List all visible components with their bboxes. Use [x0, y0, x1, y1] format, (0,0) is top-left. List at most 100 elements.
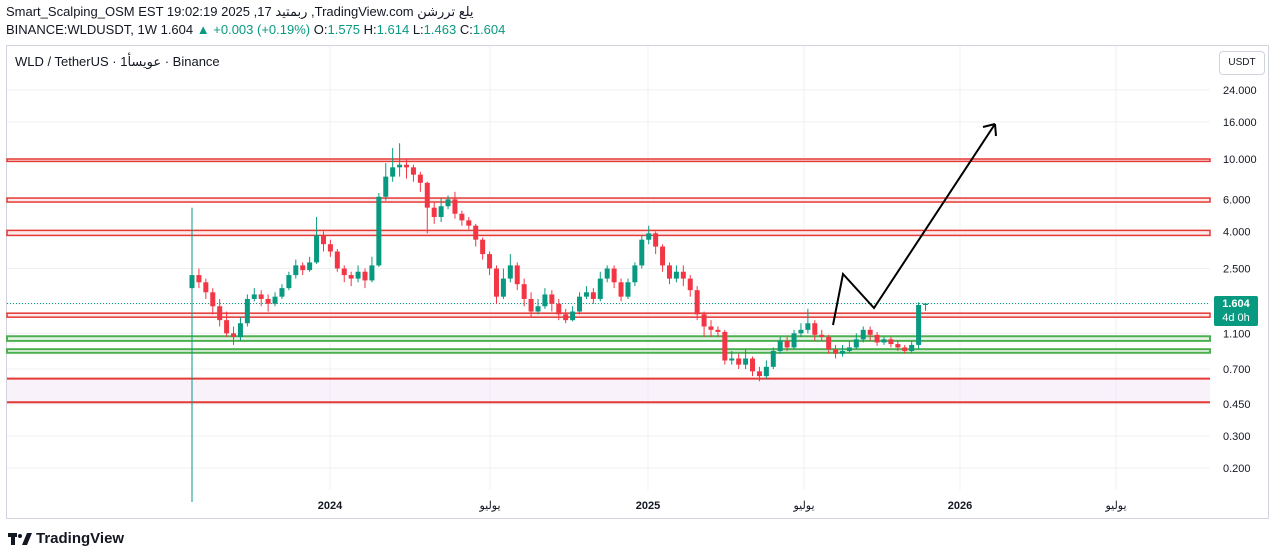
candle-body: [860, 329, 866, 340]
candle: [763, 360, 769, 379]
candle-body: [258, 294, 264, 299]
publisher-line: Smart_Scalping_OSM EST 19:02:19 2025 ,17…: [6, 4, 474, 19]
brand-name: TradingView: [36, 530, 125, 547]
candle: [334, 249, 340, 272]
candle: [279, 284, 285, 299]
candle: [743, 349, 749, 370]
candle-body: [833, 349, 839, 354]
candle-body: [853, 339, 859, 348]
candle: [895, 340, 901, 351]
candle: [839, 344, 845, 357]
candle-body: [770, 350, 776, 367]
candle: [376, 193, 382, 267]
candle-body: [362, 271, 368, 281]
y-tick-label: 1.100: [1223, 328, 1251, 340]
candle-body: [805, 323, 811, 330]
candle: [805, 308, 811, 334]
y-tick-label: 16.000: [1223, 117, 1257, 129]
candle: [784, 337, 790, 351]
candle-body: [286, 275, 292, 289]
low-value: 1.463: [423, 22, 457, 37]
candle-body: [231, 333, 237, 338]
candle: [756, 366, 762, 382]
candle: [750, 356, 756, 377]
y-tick-label: 6.000: [1223, 194, 1251, 206]
candle-body: [210, 292, 216, 307]
resistance-band: [6, 158, 1211, 163]
candle-body: [445, 199, 451, 207]
candle-body: [923, 303, 929, 305]
candle-body: [272, 296, 278, 304]
candle-body: [224, 320, 230, 334]
candle-body: [424, 182, 430, 208]
tradingview-logo-icon: [8, 532, 32, 545]
candle-body: [611, 268, 617, 283]
candle-body: [666, 265, 672, 279]
candle-body: [563, 314, 569, 321]
candle: [542, 288, 548, 309]
candle: [570, 306, 576, 322]
candle: [923, 303, 929, 311]
candle-body: [743, 358, 749, 365]
bar-countdown: 4d 0h: [1222, 312, 1250, 324]
symbol-label: BINANCE:WLDUSDT, 1W: [6, 22, 157, 37]
support-band: [6, 348, 1211, 354]
candle: [466, 216, 472, 230]
tradingview-logo[interactable]: TradingView: [8, 530, 124, 547]
lower-zone-fill: [7, 378, 1210, 403]
candle-body: [348, 275, 354, 279]
candle: [563, 308, 569, 324]
candle-body: [327, 244, 333, 252]
candle-body: [570, 311, 576, 321]
high-value: 1.614: [376, 22, 410, 37]
candle: [445, 195, 451, 210]
price-change: +0.003 (+0.19%): [213, 22, 311, 37]
candle: [618, 278, 624, 302]
candle: [272, 292, 278, 307]
candle: [487, 251, 493, 276]
low-label: L:: [412, 22, 424, 37]
candle-body: [874, 334, 880, 343]
candle-body: [376, 196, 382, 266]
candle: [611, 265, 617, 289]
candle: [556, 298, 562, 321]
candle-body: [632, 265, 638, 283]
currency-button[interactable]: USDT: [1219, 51, 1265, 75]
candle: [680, 265, 686, 287]
y-tick-label: 24.000: [1223, 85, 1257, 97]
candle: [646, 225, 652, 245]
candle-body: [653, 233, 659, 247]
candle-body: [750, 358, 756, 372]
candle: [590, 288, 596, 304]
candle-body: [438, 206, 444, 217]
candle-body: [639, 239, 645, 266]
candle: [701, 311, 707, 338]
candle: [196, 268, 202, 289]
candle-body: [590, 292, 596, 299]
y-tick-label: 0.700: [1223, 364, 1251, 376]
y-tick-label: 0.300: [1223, 431, 1251, 443]
candle: [888, 337, 894, 348]
candle-body: [777, 340, 783, 351]
candle-body: [839, 350, 845, 354]
chart-frame[interactable]: [6, 45, 1269, 519]
resistance-band: [6, 229, 1211, 237]
candle: [404, 159, 410, 179]
candle-body: [265, 298, 271, 304]
candle-body: [480, 239, 486, 255]
candle-body: [431, 207, 437, 217]
candle-body: [189, 275, 195, 289]
candle: [341, 265, 347, 283]
candle-body: [452, 199, 458, 214]
candle-body: [909, 344, 915, 351]
candle-body: [487, 254, 493, 269]
candle: [459, 210, 465, 226]
candle: [507, 254, 513, 283]
candle: [514, 262, 520, 291]
candle-body: [514, 265, 520, 285]
y-tick-label: 4.000: [1223, 226, 1251, 238]
candle-body: [687, 278, 693, 291]
candle: [348, 271, 354, 287]
candle-body: [867, 329, 873, 335]
